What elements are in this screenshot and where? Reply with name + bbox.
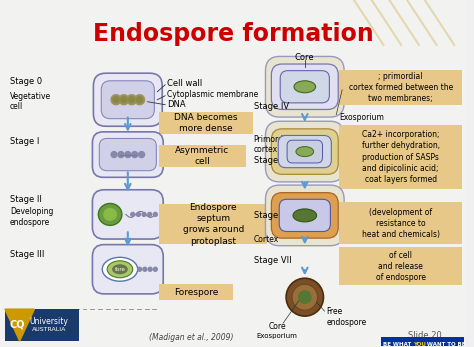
Ellipse shape	[294, 81, 316, 93]
Text: Asymmetric
cell: Asymmetric cell	[175, 145, 230, 166]
FancyBboxPatch shape	[339, 202, 462, 244]
Circle shape	[137, 212, 140, 217]
FancyBboxPatch shape	[280, 71, 329, 103]
FancyBboxPatch shape	[92, 190, 163, 239]
FancyBboxPatch shape	[265, 185, 344, 246]
Text: Forespore: Forespore	[174, 288, 219, 297]
Circle shape	[129, 97, 135, 103]
Circle shape	[125, 152, 131, 158]
Circle shape	[137, 267, 142, 271]
Circle shape	[148, 267, 152, 271]
Text: Exosporium: Exosporium	[257, 333, 298, 339]
Circle shape	[131, 212, 135, 217]
Text: fore: fore	[115, 267, 126, 272]
Ellipse shape	[107, 261, 133, 278]
Circle shape	[148, 212, 152, 217]
FancyBboxPatch shape	[100, 138, 156, 171]
FancyBboxPatch shape	[159, 112, 253, 134]
Text: Endospore
septum
grows around
protoplast: Endospore septum grows around protoplast	[182, 203, 244, 246]
Text: Free
endospore: Free endospore	[327, 307, 367, 327]
Circle shape	[154, 212, 157, 217]
Text: AUSTRALIA: AUSTRALIA	[32, 327, 66, 332]
Circle shape	[143, 267, 147, 271]
FancyBboxPatch shape	[272, 193, 338, 238]
Text: Stage IV: Stage IV	[254, 102, 289, 111]
Ellipse shape	[292, 284, 318, 310]
Text: Stage VII: Stage VII	[254, 256, 292, 265]
Text: Stage VI: Stage VI	[254, 211, 289, 220]
Circle shape	[138, 152, 145, 158]
Ellipse shape	[296, 146, 314, 156]
Text: Primordial
cortex: Primordial cortex	[254, 135, 293, 154]
FancyBboxPatch shape	[159, 284, 233, 300]
Circle shape	[113, 97, 119, 103]
FancyBboxPatch shape	[92, 132, 163, 177]
Text: DNA becomes
more dense: DNA becomes more dense	[174, 113, 238, 133]
FancyBboxPatch shape	[265, 57, 344, 117]
Text: WANT TO BE: WANT TO BE	[425, 341, 465, 347]
Circle shape	[111, 152, 117, 158]
FancyBboxPatch shape	[279, 199, 330, 231]
Text: (development of
resistance to
heat and chemicals): (development of resistance to heat and c…	[362, 208, 440, 239]
FancyBboxPatch shape	[92, 245, 163, 294]
FancyBboxPatch shape	[339, 247, 462, 285]
Text: ; primordial
cortex formed between the
two membranes;: ; primordial cortex formed between the t…	[348, 72, 453, 103]
Text: Cell wall: Cell wall	[167, 79, 202, 88]
Text: Core: Core	[295, 53, 315, 62]
FancyBboxPatch shape	[382, 337, 464, 347]
FancyBboxPatch shape	[159, 204, 267, 244]
Ellipse shape	[293, 209, 317, 222]
FancyBboxPatch shape	[287, 140, 322, 163]
FancyBboxPatch shape	[278, 135, 331, 168]
FancyBboxPatch shape	[101, 81, 155, 119]
FancyBboxPatch shape	[339, 125, 462, 189]
Circle shape	[121, 97, 127, 103]
Text: Slide 20: Slide 20	[408, 331, 442, 340]
Text: (Madigan et al., 2009): (Madigan et al., 2009)	[149, 333, 234, 342]
FancyBboxPatch shape	[159, 145, 246, 167]
Text: BE WHAT: BE WHAT	[383, 341, 414, 347]
FancyBboxPatch shape	[272, 129, 338, 174]
Circle shape	[118, 152, 124, 158]
Text: Ca2+ incorporation;
further dehydration,
production of SASPs
and dipicolinic aci: Ca2+ incorporation; further dehydration,…	[362, 130, 440, 184]
Text: Core: Core	[268, 322, 286, 331]
Polygon shape	[5, 309, 35, 341]
FancyBboxPatch shape	[265, 121, 344, 182]
FancyBboxPatch shape	[339, 70, 462, 105]
Circle shape	[119, 95, 129, 105]
Ellipse shape	[102, 257, 137, 281]
Text: Stage III: Stage III	[10, 250, 44, 259]
Circle shape	[154, 267, 157, 271]
Circle shape	[135, 95, 145, 105]
Text: Stage I: Stage I	[10, 137, 39, 146]
Ellipse shape	[286, 278, 323, 316]
FancyBboxPatch shape	[93, 73, 162, 126]
Text: DNA: DNA	[167, 100, 186, 109]
Text: University: University	[30, 317, 69, 326]
Text: Endospore formation: Endospore formation	[92, 22, 374, 46]
FancyBboxPatch shape	[272, 64, 338, 110]
Ellipse shape	[112, 264, 128, 274]
Circle shape	[132, 152, 137, 158]
Circle shape	[111, 95, 121, 105]
Text: Developing
endospore: Developing endospore	[10, 208, 53, 227]
Text: Cytoplasmic membrane: Cytoplasmic membrane	[167, 90, 258, 99]
Text: Exosporium: Exosporium	[339, 113, 384, 122]
Ellipse shape	[98, 203, 122, 225]
Circle shape	[127, 95, 137, 105]
Text: of cell
and release
of endospore: of cell and release of endospore	[376, 251, 426, 282]
Text: Stage II: Stage II	[10, 195, 42, 204]
Circle shape	[137, 97, 143, 103]
Text: Stage 0: Stage 0	[10, 77, 42, 86]
Circle shape	[142, 212, 146, 217]
Text: Vegetative
cell: Vegetative cell	[10, 92, 51, 111]
Text: Cortex: Cortex	[254, 235, 279, 244]
Text: Stage V: Stage V	[254, 155, 286, 164]
Text: CQ: CQ	[10, 319, 26, 329]
Text: YOU: YOU	[413, 341, 426, 347]
Ellipse shape	[298, 290, 312, 304]
Ellipse shape	[103, 208, 117, 221]
FancyBboxPatch shape	[5, 309, 79, 341]
